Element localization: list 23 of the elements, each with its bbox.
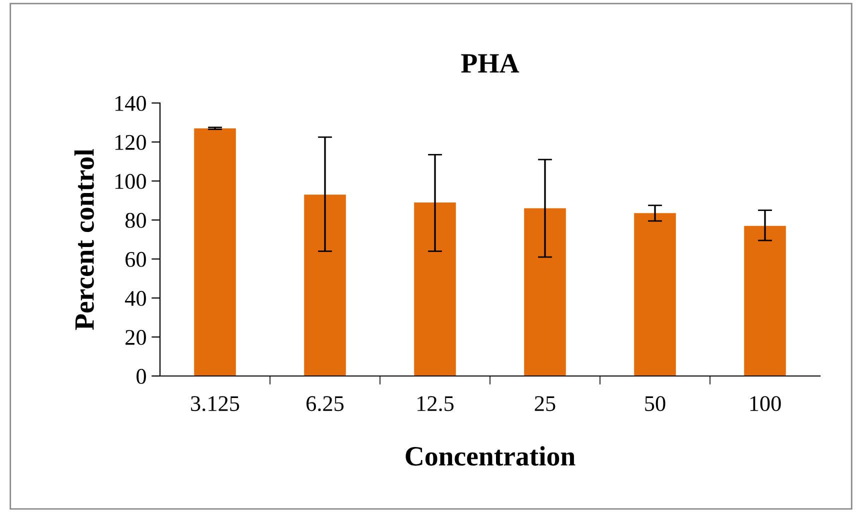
- y-axis-title: Percent control: [74, 149, 94, 330]
- x-tick-label: 100: [750, 396, 781, 412]
- y-tick-label: 20: [126, 330, 146, 345]
- x-tick-label: 12.5: [418, 396, 454, 412]
- y-tick-label: 80: [125, 212, 146, 228]
- y-tick-label: 120: [115, 134, 146, 150]
- bar: [194, 128, 236, 376]
- x-tick-label: 50: [645, 396, 666, 412]
- bar: [634, 213, 676, 376]
- bar: [414, 202, 456, 376]
- y-tick-label: 140: [115, 96, 146, 111]
- y-tick-label: 0: [136, 368, 146, 384]
- chart-title: PHA: [461, 54, 520, 72]
- x-tick-label: 6.25: [306, 396, 344, 412]
- bar: [744, 226, 786, 376]
- y-tick-label: 40: [125, 290, 146, 306]
- x-tick-label: 25: [534, 396, 556, 412]
- bar: [524, 208, 566, 376]
- x-axis-title: Concentration: [406, 446, 576, 466]
- bar: [304, 194, 346, 376]
- x-tick-label: 3.125: [191, 396, 240, 412]
- y-tick-label: 60: [126, 252, 146, 267]
- y-tick-label: 100: [115, 174, 146, 189]
